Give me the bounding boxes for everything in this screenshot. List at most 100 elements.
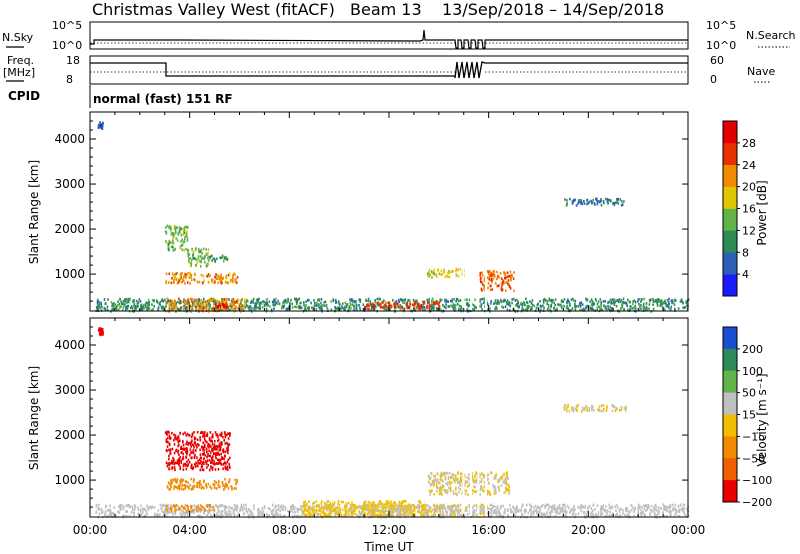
echo-cell xyxy=(445,306,447,310)
echo-cell xyxy=(546,307,549,311)
echo-cell xyxy=(173,458,175,461)
echo-cell xyxy=(619,198,622,201)
echo-cell xyxy=(363,501,365,504)
colorbar-tick-label: 8 xyxy=(742,246,749,259)
echo-cell xyxy=(253,307,255,311)
echo-cell xyxy=(571,513,574,516)
echo-cell xyxy=(241,297,244,301)
echo-cell xyxy=(272,303,274,307)
echo-cell xyxy=(427,274,430,278)
echo-cell xyxy=(225,299,227,303)
echo-cell xyxy=(643,513,646,516)
echo-cell xyxy=(172,504,175,507)
echo-cell xyxy=(168,434,171,438)
echo-cell xyxy=(358,304,360,307)
echo-cell xyxy=(205,305,207,309)
echo-cell xyxy=(184,302,186,305)
echo-cell xyxy=(438,307,441,310)
echo-cell xyxy=(449,299,452,303)
echo-cell xyxy=(217,462,220,465)
echo-cell xyxy=(504,305,507,309)
echo-cell xyxy=(100,511,103,514)
echo-cell xyxy=(498,509,500,512)
echo-cell xyxy=(645,305,648,309)
echo-cell xyxy=(166,430,168,434)
echo-cell xyxy=(202,275,205,278)
date-range: 13/Sep/2018 – 14/Sep/2018 xyxy=(442,0,664,19)
echo-cell xyxy=(213,281,216,284)
echo-cell xyxy=(353,305,355,308)
echo-cell xyxy=(281,507,283,510)
echo-cell xyxy=(560,299,563,302)
echo-cell xyxy=(211,458,213,462)
echo-cell xyxy=(192,480,195,483)
echo-cell xyxy=(98,304,100,307)
echo-cell xyxy=(592,301,594,305)
echo-cell xyxy=(200,508,202,511)
echo-cell xyxy=(391,510,394,514)
echo-cell xyxy=(312,307,315,311)
echo-cell xyxy=(202,302,205,306)
echo-cell xyxy=(207,442,209,446)
echo-cell xyxy=(199,431,202,435)
echo-cell xyxy=(473,485,475,488)
echo-cell xyxy=(166,224,169,228)
echo-cell xyxy=(206,459,209,462)
echo-cell xyxy=(431,304,433,308)
echo-cell xyxy=(572,297,574,301)
echo-cell xyxy=(203,279,205,282)
echo-cell xyxy=(303,509,306,513)
echo-cell xyxy=(460,480,463,484)
echo-cell xyxy=(157,307,160,311)
echo-cell xyxy=(668,506,670,509)
echo-cell xyxy=(213,300,216,303)
echo-cell xyxy=(505,486,507,490)
echo-cell xyxy=(201,256,204,260)
echo-cell xyxy=(214,448,217,451)
echo-cell xyxy=(176,478,179,481)
echo-cell xyxy=(508,492,510,495)
echo-cell xyxy=(182,468,185,471)
echo-cell xyxy=(367,508,369,511)
echo-cell xyxy=(652,508,654,512)
echo-cell xyxy=(581,303,584,306)
echo-cell xyxy=(413,507,415,510)
echo-cell xyxy=(183,275,185,278)
echo-cell xyxy=(418,305,421,308)
echo-cell xyxy=(433,268,436,272)
echo-cell xyxy=(438,507,440,511)
echo-cell xyxy=(435,509,437,513)
echo-cell xyxy=(361,513,363,516)
echo-cell xyxy=(170,281,173,285)
echo-cell xyxy=(156,299,158,303)
echo-cell xyxy=(106,308,109,312)
echo-cell xyxy=(465,481,468,484)
echo-cell xyxy=(193,436,196,439)
echo-cell xyxy=(196,481,199,485)
echo-cell xyxy=(165,438,168,441)
echo-cell xyxy=(385,305,388,308)
echo-cell xyxy=(443,305,446,309)
echo-cell xyxy=(178,453,180,457)
echo-cell xyxy=(516,298,518,302)
echo-cell xyxy=(488,275,491,279)
echo-cell xyxy=(398,300,401,304)
echo-cell xyxy=(246,510,248,514)
echo-cell xyxy=(183,248,185,252)
echo-cell xyxy=(443,270,446,274)
echo-cell xyxy=(322,509,325,512)
echo-cell xyxy=(564,509,567,512)
echo-cell xyxy=(331,505,334,508)
echo-cell xyxy=(308,508,311,511)
echo-cell xyxy=(427,474,430,477)
echo-cell xyxy=(138,309,141,312)
echo-cell xyxy=(201,468,204,472)
echo-cell xyxy=(501,283,503,287)
echo-cell xyxy=(605,307,608,311)
echo-cell xyxy=(308,500,310,503)
echo-cell xyxy=(418,504,420,508)
echo-cell xyxy=(185,225,187,229)
echo-cell xyxy=(334,298,337,302)
echo-cell xyxy=(211,508,213,512)
colorbar-tick-label: 20 xyxy=(742,181,756,194)
